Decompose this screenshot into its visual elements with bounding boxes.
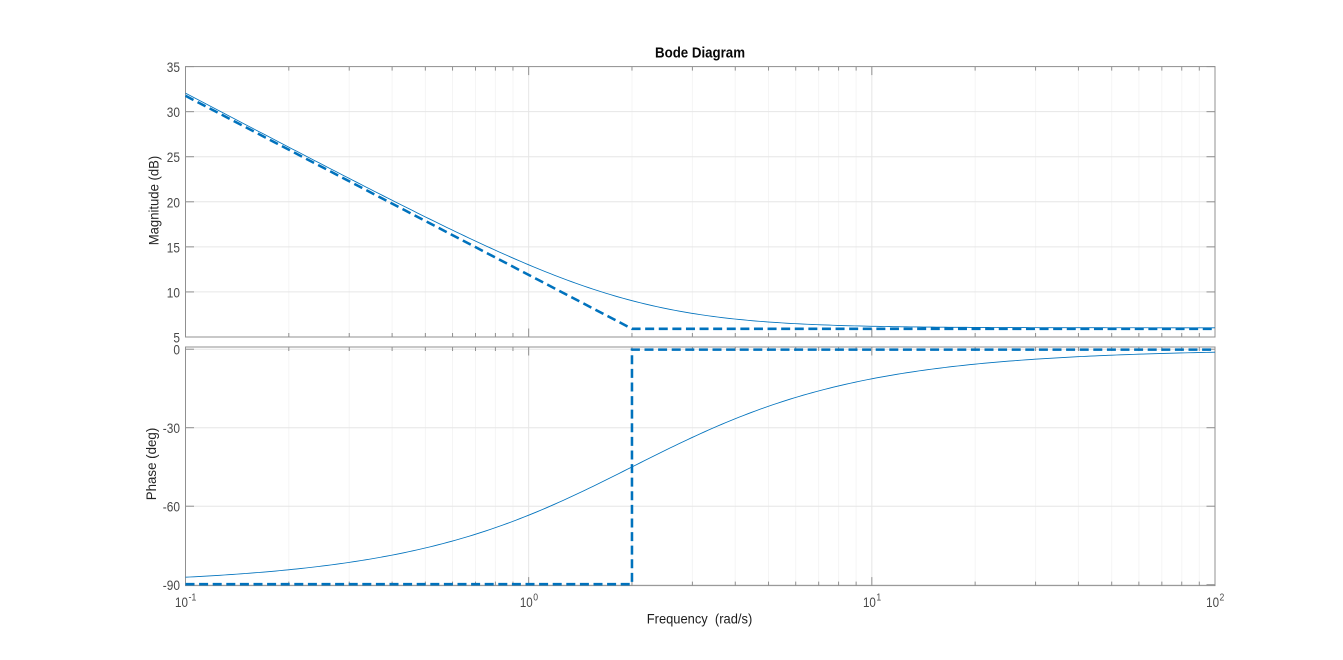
svg-text:35: 35 <box>167 60 180 75</box>
svg-text:10: 10 <box>863 595 876 610</box>
svg-text:15: 15 <box>167 240 180 255</box>
svg-text:2: 2 <box>1220 592 1225 603</box>
svg-text:10: 10 <box>520 595 533 610</box>
svg-text:25: 25 <box>167 150 180 165</box>
svg-text:Phase (deg): Phase (deg) <box>144 428 159 501</box>
svg-text:-1: -1 <box>188 592 196 603</box>
svg-text:-90: -90 <box>163 578 180 593</box>
svg-text:5: 5 <box>173 331 180 346</box>
svg-text:0: 0 <box>533 592 538 603</box>
svg-text:-30: -30 <box>163 421 180 436</box>
svg-text:10: 10 <box>175 595 188 610</box>
svg-text:Frequency (rad/s): Frequency (rad/s) <box>647 612 753 627</box>
svg-text:Magnitude (dB): Magnitude (dB) <box>146 156 161 246</box>
svg-text:-60: -60 <box>163 500 180 515</box>
svg-text:Bode Diagram: Bode Diagram <box>655 44 745 61</box>
svg-text:10: 10 <box>1206 595 1219 610</box>
svg-text:10: 10 <box>167 285 180 300</box>
svg-text:20: 20 <box>167 195 180 210</box>
svg-text:30: 30 <box>167 105 180 120</box>
svg-text:0: 0 <box>173 343 180 358</box>
svg-text:1: 1 <box>876 592 881 603</box>
